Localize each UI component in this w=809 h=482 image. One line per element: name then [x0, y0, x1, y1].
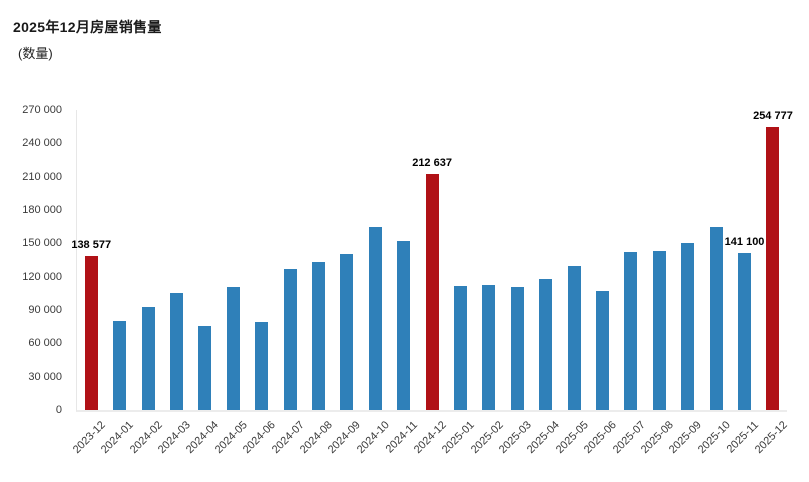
y-axis-tick-label: 90 000: [28, 304, 62, 316]
bar-slot: 2025-09: [667, 110, 704, 456]
bar-slot: 2024-06: [241, 110, 278, 456]
bar-value-label: 212 637: [412, 156, 452, 169]
bar-value-label: 141 100: [724, 236, 765, 249]
y-axis: 0 30 000 60 000 90 000 120 000 150 000 180 000…: [0, 104, 62, 416]
bar-2023-12[interactable]: [84, 256, 98, 410]
bar-2025-03[interactable]: [510, 287, 524, 410]
y-axis-tick-label: 0: [55, 404, 62, 416]
y-axis-tick-label: 210 000: [22, 170, 62, 183]
bar-slot: 2024-10: [355, 110, 392, 456]
bar-slot: 141 100 2025-11: [725, 110, 765, 455]
bar-slot: 2025-08: [639, 110, 676, 456]
bar-2025-08[interactable]: [652, 251, 666, 410]
bar-value-label: 254 777: [753, 109, 793, 122]
bar-2024-07[interactable]: [283, 268, 297, 410]
plot-area: 138 577 2023-12 2024-01 2024-02 2024-03 2024-…: [71, 110, 793, 456]
bar-2025-10[interactable]: [709, 227, 723, 410]
bar-slot: 2025-03: [497, 110, 534, 456]
bar-2025-02[interactable]: [482, 285, 496, 410]
bar-2024-02[interactable]: [141, 306, 155, 410]
y-axis-tick-label: 120 000: [22, 270, 62, 283]
bar-slot: 2024-08: [298, 110, 335, 456]
y-axis-tick-label: 60 000: [28, 337, 62, 350]
bar-slot: 2025-01: [440, 110, 477, 456]
bar-slot: 2025-05: [554, 110, 591, 456]
bar-2024-06[interactable]: [255, 322, 269, 410]
bar-slot: 2025-06: [582, 110, 619, 456]
bar-slot: 2025-07: [610, 110, 647, 456]
y-axis-tick-label: 30 000: [28, 370, 62, 383]
bar-2025-06[interactable]: [596, 290, 610, 410]
chart-subtitle: (数量): [18, 46, 53, 61]
bar-slot: 2025-04: [525, 110, 562, 456]
bar-2024-11[interactable]: [397, 240, 411, 410]
bar-slot: 212 637 2024-12: [412, 110, 452, 456]
bar-2025-11[interactable]: [738, 253, 752, 410]
bar-slot: 2024-07: [269, 110, 307, 456]
bar-slot: 2025-02: [468, 110, 505, 456]
bar-2024-03[interactable]: [169, 293, 183, 410]
bar-slot: 254 777 2025-12: [752, 110, 792, 456]
bar-slot: 138 577 2023-12: [71, 110, 111, 456]
bar-2025-12[interactable]: [766, 126, 780, 410]
bar-2025-07[interactable]: [624, 251, 638, 410]
bar-slot: 2024-02: [127, 110, 165, 456]
bar-2024-04[interactable]: [198, 326, 212, 410]
bar-2025-01[interactable]: [453, 285, 467, 410]
bar-value-label: 138 577: [71, 239, 112, 252]
y-axis-tick-label: 150 000: [22, 237, 62, 250]
bar-2025-04[interactable]: [539, 278, 553, 410]
bar-slot: 2024-09: [326, 110, 363, 456]
chart-title: 2025年12月房屋销售量: [13, 19, 162, 35]
y-axis-tick-label: 240 000: [22, 137, 62, 150]
y-axis-tick-label: 180 000: [22, 204, 62, 216]
bar-slot: 2024-01: [99, 110, 136, 456]
bar-slot: 2025-10: [696, 110, 733, 456]
bar-2024-08[interactable]: [311, 261, 325, 410]
bar-slot: 2024-04: [184, 110, 221, 456]
y-axis-tick-label: 270 000: [22, 104, 62, 116]
bar-2024-05[interactable]: [226, 287, 240, 410]
bar-2024-09[interactable]: [340, 253, 354, 410]
bar-2024-01[interactable]: [113, 320, 127, 410]
bar-2025-05[interactable]: [567, 265, 581, 410]
bar-2024-10[interactable]: [368, 226, 382, 410]
bar-slot: 2024-03: [156, 110, 193, 456]
bar-2025-09[interactable]: [681, 242, 695, 410]
bar-2024-12[interactable]: [425, 173, 439, 410]
bar-slot: 2024-11: [384, 110, 420, 455]
bar-slot: 2024-05: [213, 110, 250, 456]
